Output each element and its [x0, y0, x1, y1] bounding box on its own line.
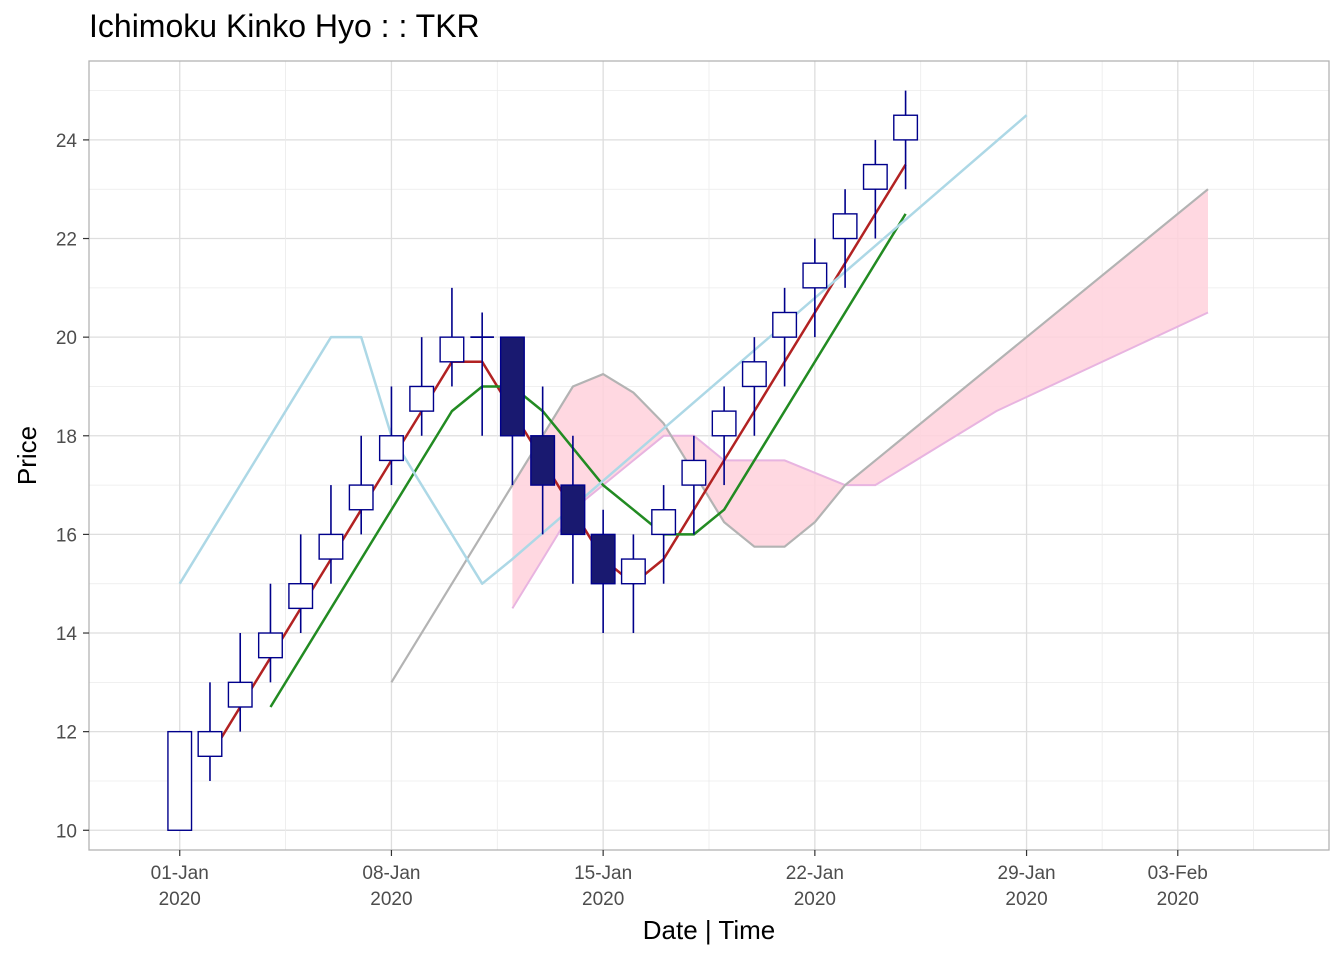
y-tick-label: 22 [56, 230, 77, 251]
candle [197, 682, 223, 781]
candle-body [681, 459, 707, 486]
candle-body [620, 558, 646, 585]
y-tick-label: 20 [56, 328, 77, 349]
candle-body [862, 163, 888, 190]
y-tick-label: 10 [56, 821, 77, 842]
chart-title: Ichimoku Kinko Hyo : : TKR [89, 8, 480, 44]
candle-body [893, 114, 919, 141]
y-tick-label: 12 [56, 723, 77, 744]
x-tick-label: 01-Jan [151, 863, 209, 884]
y-tick-label: 16 [56, 525, 77, 546]
candle-body [318, 533, 344, 560]
y-tick-label: 24 [56, 131, 78, 152]
candle [167, 730, 193, 831]
x-axis-title: Date | Time [643, 915, 775, 945]
candle [620, 534, 646, 634]
candle-body [530, 435, 556, 486]
candle-body [409, 385, 435, 412]
axis-layer: 10 12 14 16 18 20 22 24 01-Jan 2020 08-Jan 2020 15-J… [56, 131, 1208, 910]
candle-layer [167, 90, 919, 831]
candle-body [257, 632, 283, 659]
candle [318, 485, 344, 584]
candle-body [741, 361, 767, 388]
candle [348, 435, 374, 535]
candle [802, 238, 828, 338]
candle [439, 287, 465, 387]
candle-body [772, 311, 798, 338]
candle-body [590, 533, 616, 585]
candle [832, 189, 858, 288]
candle [681, 435, 707, 535]
x-tick-label-year: 2020 [159, 889, 201, 910]
candle [560, 435, 586, 584]
candle [711, 386, 737, 486]
candle-body [711, 410, 737, 437]
candle [772, 287, 798, 387]
x-tick-label-year: 2020 [370, 889, 412, 910]
candle-body [832, 213, 858, 240]
candle-body [378, 435, 404, 462]
candle-body [167, 730, 193, 831]
candle [862, 139, 888, 239]
y-tick-label: 18 [56, 427, 77, 448]
y-tick-label: 14 [56, 624, 78, 645]
candle-body [560, 484, 586, 536]
candle [409, 337, 435, 436]
candle [227, 633, 253, 732]
cloud-layer [390, 188, 1209, 683]
x-tick-label-year: 2020 [1157, 889, 1199, 910]
candle [378, 386, 404, 486]
panel-border [88, 60, 1330, 851]
candle-body [439, 336, 465, 363]
candle-body [288, 583, 314, 610]
candle [741, 337, 767, 436]
candle-body [499, 336, 525, 437]
candle-body [651, 509, 677, 536]
candle [893, 90, 919, 190]
x-tick-label: 29-Jan [998, 863, 1056, 884]
senkou-span-b-line [511, 311, 1209, 609]
x-tick-label-year: 2020 [794, 889, 836, 910]
candle [590, 509, 616, 634]
x-tick-label: 03-Feb [1148, 863, 1208, 884]
candle [530, 386, 556, 535]
candle [257, 583, 283, 683]
candle-body [348, 484, 374, 511]
x-tick-label: 08-Jan [362, 863, 420, 884]
y-axis-title: Price [12, 426, 42, 485]
candle-body [227, 681, 253, 708]
senkou-span-a-line [390, 188, 1209, 683]
candle-body [197, 730, 223, 758]
x-tick-label-year: 2020 [1005, 889, 1047, 910]
tenkan-line [208, 163, 907, 757]
candle [651, 485, 677, 584]
x-tick-label: 22-Jan [786, 863, 844, 884]
candle-body [802, 262, 828, 289]
x-tick-label-year: 2020 [582, 889, 624, 910]
candle [470, 312, 494, 436]
candle [288, 534, 314, 634]
x-tick-label: 15-Jan [574, 863, 632, 884]
candle [499, 336, 525, 486]
